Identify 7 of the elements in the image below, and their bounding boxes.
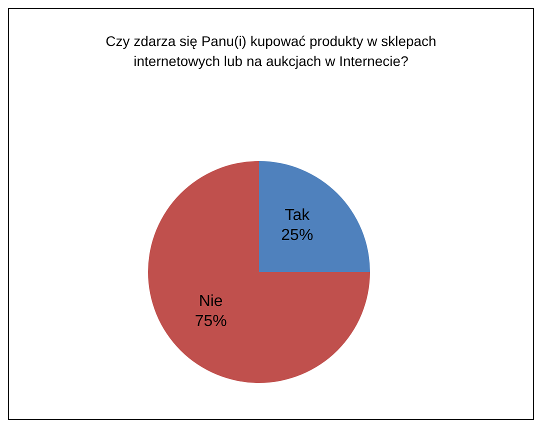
data-label: 25% [281,226,314,244]
slice-label: Tak [284,206,311,224]
pie-slice [148,161,370,383]
data-label: 75% [194,313,227,330]
chart-title: Czy zdarza się Panu(i) kupować produkty w sklepach internetowych lub na aukcjach w Internecie? [104,32,438,71]
pie-slice [259,161,370,272]
slice-label: Nie [198,293,223,310]
